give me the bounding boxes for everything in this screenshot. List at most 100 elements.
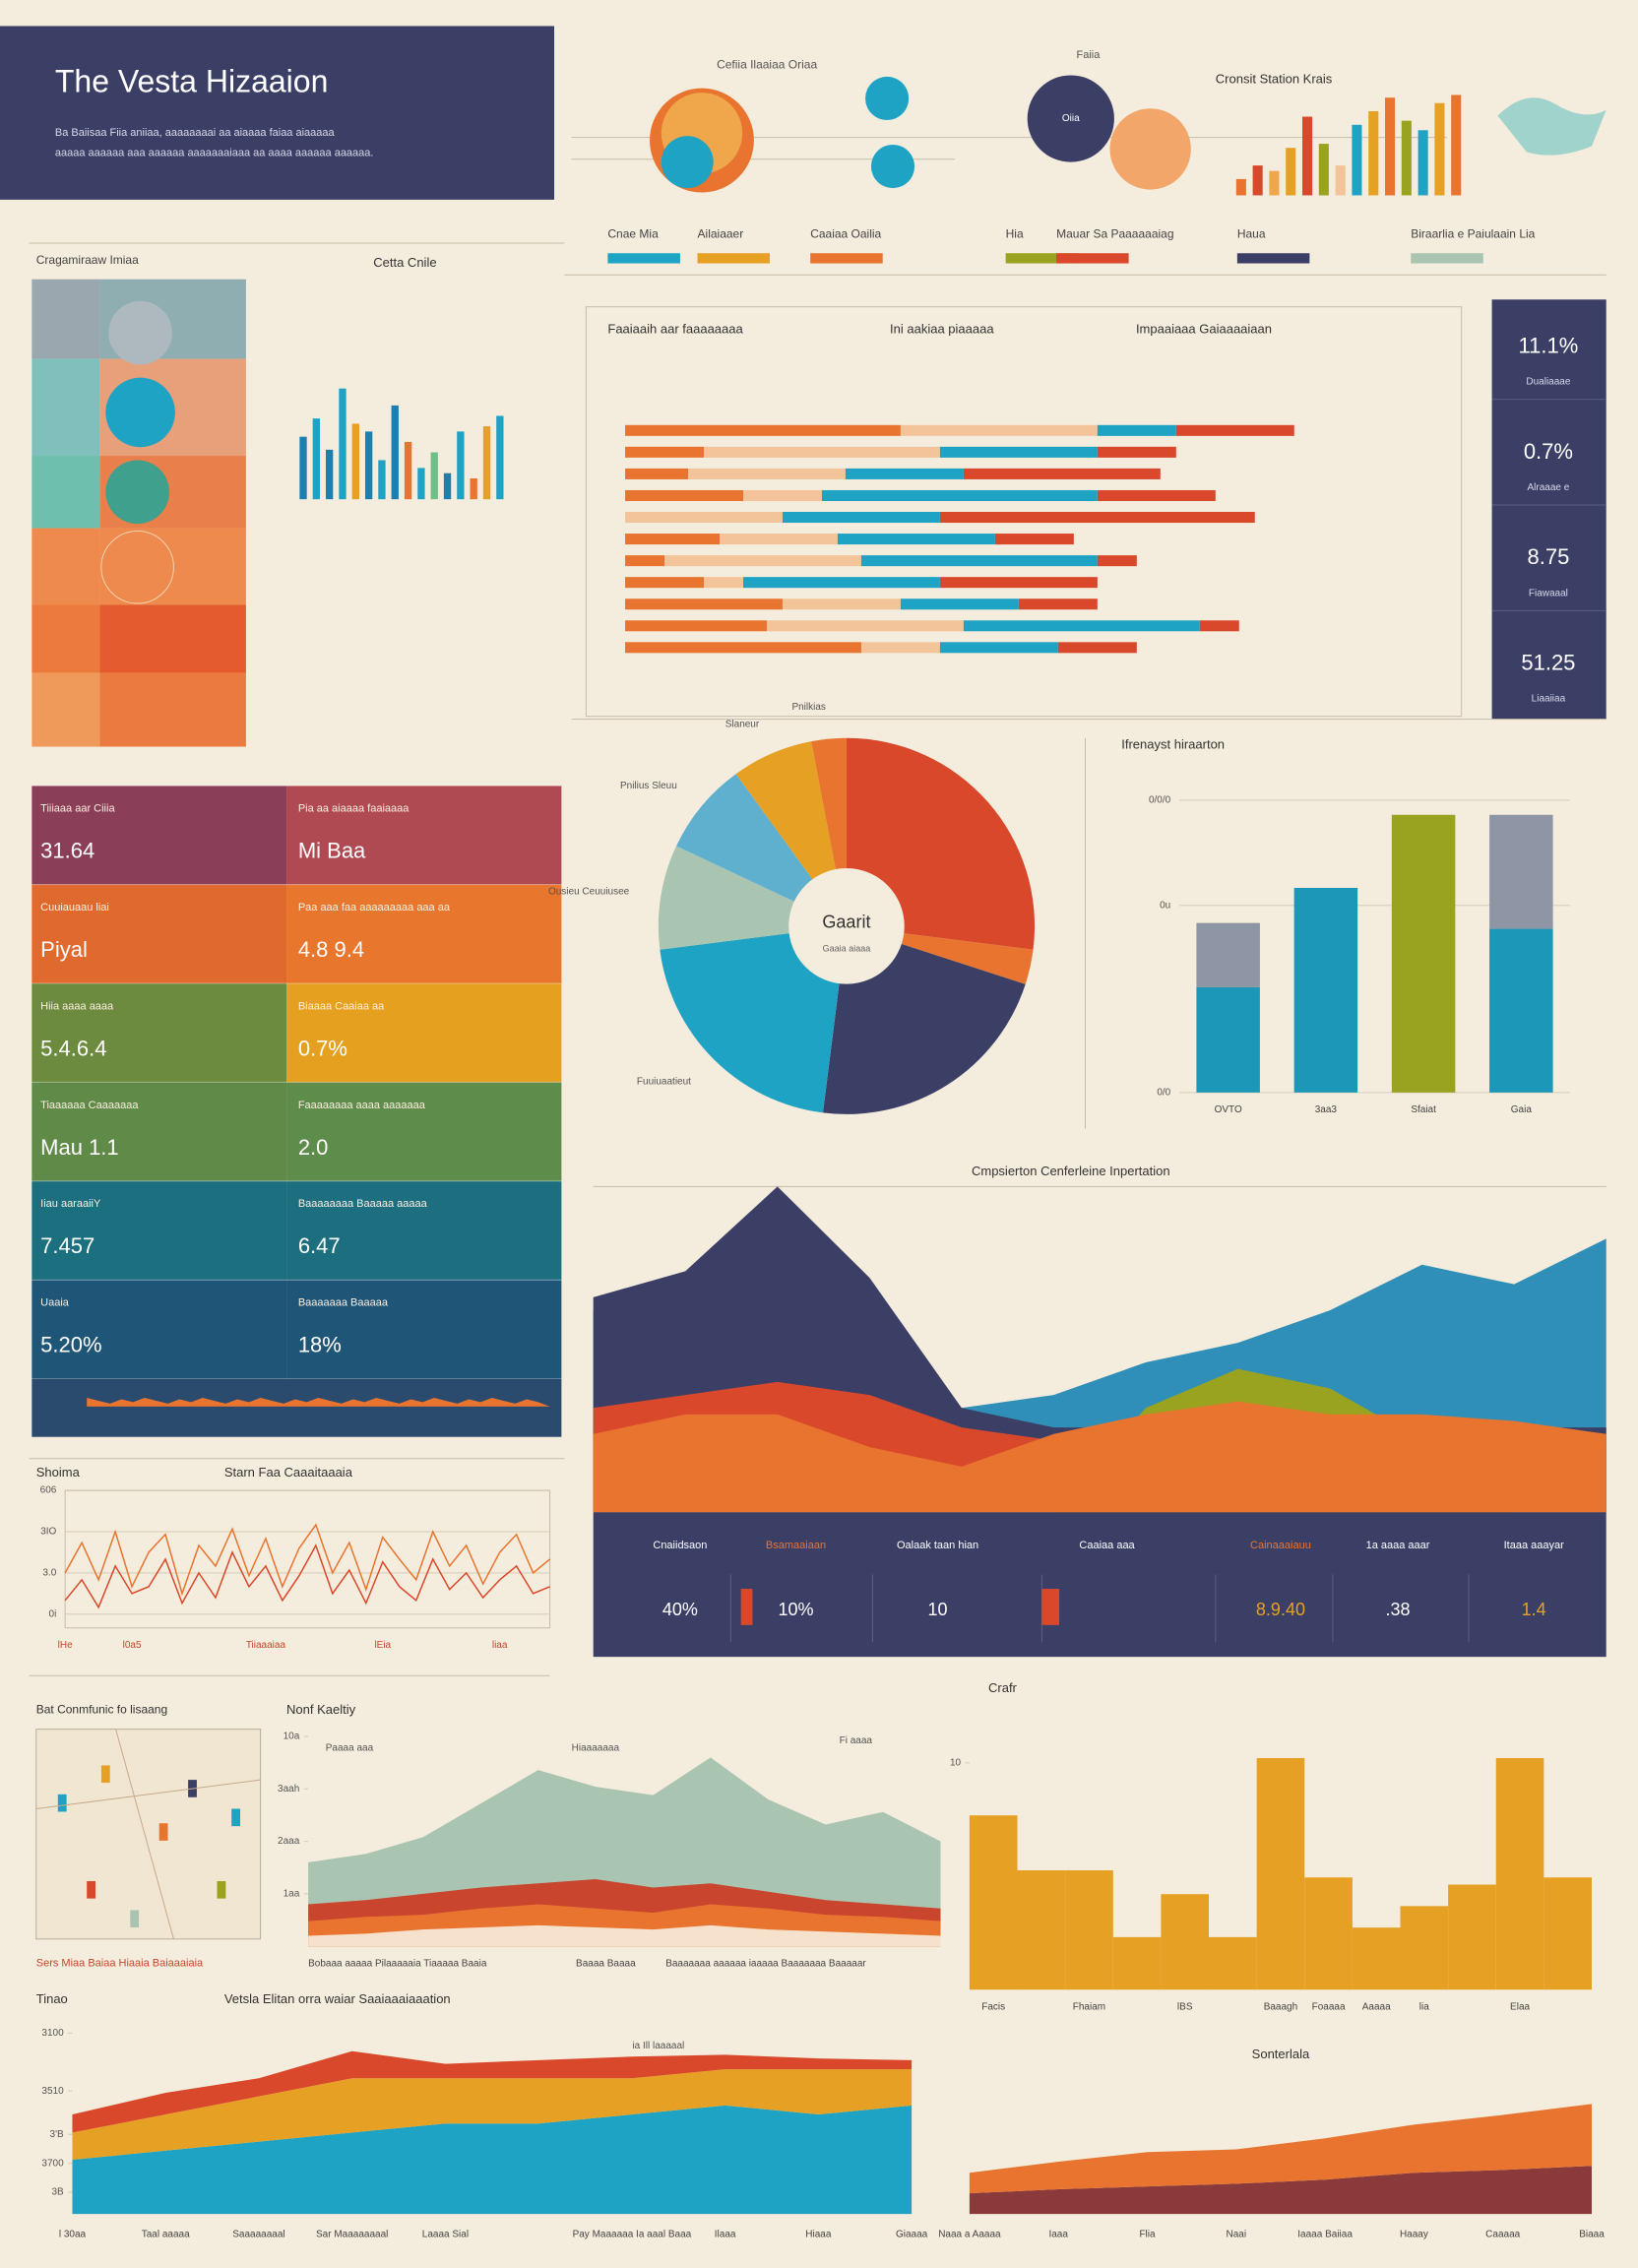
map-marker (130, 1910, 140, 1928)
y-tick-label: 3aah (278, 1784, 299, 1795)
bar (339, 388, 346, 500)
x-tick-label: Fhaiam (1073, 2002, 1105, 2013)
slice-label: Ousieu Ceuuiusee (548, 886, 630, 897)
annotation: Paaaa aaa (326, 1742, 374, 1753)
legend-label: Haua (1237, 226, 1266, 240)
map-frame (35, 1729, 262, 1940)
x-tick-label: Facis (981, 2002, 1005, 2013)
bar-segment (900, 598, 1019, 610)
bar-segment (1097, 555, 1137, 567)
frame (585, 306, 1463, 718)
decor-circle (870, 145, 915, 189)
y-tick-label: 2aaa (278, 1836, 300, 1847)
bar-segment (782, 598, 901, 610)
kpi-value: 11.1% (1519, 334, 1579, 358)
bar-segment (1391, 814, 1456, 1093)
bar-segment (837, 534, 995, 545)
legend-swatch (607, 253, 680, 264)
slice-label: Pnilkias (791, 702, 825, 713)
x-tick-label: Foaaaa (1312, 2002, 1346, 2013)
cell-value: Mi Baa (298, 839, 366, 863)
cell-value: Piyal (40, 937, 88, 962)
x-tick-label: Giaaaa (896, 2229, 928, 2239)
table-cell (286, 1180, 562, 1281)
cell-title: Baaaaaaa Baaaaa (298, 1297, 389, 1309)
cell-value: 4.8 9.4 (298, 937, 364, 962)
bar (482, 426, 491, 500)
bar-segment (963, 620, 1200, 632)
chart-title: Cmpsierton Cenferleine Inpertation (972, 1164, 1170, 1178)
bar-segment (625, 555, 665, 567)
x-tick-label: Ilaaa (715, 2229, 736, 2239)
x-tick-label: lEia (374, 1640, 391, 1651)
bar (430, 452, 438, 500)
y-tick-label: 0/0/0 (1149, 795, 1171, 806)
table-cell (286, 786, 562, 885)
stat-value: 8.9.40 (1256, 1600, 1305, 1619)
cell-value: 6.47 (298, 1233, 341, 1258)
bar (1304, 1877, 1353, 1990)
bar (404, 441, 412, 500)
label: Oiia (1062, 113, 1080, 124)
decor-block (1041, 1589, 1060, 1625)
y-tick-label: 606 (40, 1485, 57, 1496)
x-tick-label: Pay Maaaaaa Ia aaal Baaa (573, 2229, 692, 2239)
bar (1235, 178, 1246, 196)
bar-segment (1489, 928, 1553, 1093)
mosaic-cell (99, 672, 246, 747)
stat-label: Itaaa aaayar (1504, 1540, 1564, 1551)
stat-label: Bsamaaiaan (766, 1540, 826, 1551)
section-title: Cragamiraaw Imiaa (36, 253, 139, 267)
bar-segment (939, 446, 1098, 458)
bar-segment (766, 620, 964, 632)
cell-value: 18% (298, 1333, 342, 1357)
area (72, 2069, 913, 2160)
y-tick-label: 1aa (284, 1889, 300, 1900)
chart-title: Cetta Cnile (373, 255, 436, 270)
table-cell (286, 1280, 562, 1379)
bar (417, 468, 425, 500)
bar-segment (845, 468, 964, 479)
stat-label: Oalaak taan hian (897, 1540, 978, 1551)
cell-title: Uaaia (40, 1297, 70, 1309)
kpi-label: Fiawaaal (1529, 588, 1568, 598)
bar (1209, 1936, 1257, 1990)
bar (969, 1815, 1018, 1990)
y-tick-label: 3700 (41, 2158, 64, 2169)
bar-segment (1175, 424, 1294, 436)
table-cell (32, 983, 287, 1083)
x-tick-label: Hiaaa (805, 2229, 832, 2239)
x-tick-label: l 30aa (59, 2229, 87, 2239)
chart-subtitle: Tinao (36, 1991, 68, 2006)
annotation: Hiaaaaaaa (572, 1742, 620, 1753)
x-tick-label: Gaia (1511, 1104, 1533, 1115)
mosaic-cell (32, 604, 100, 673)
x-tick-label: Iaaa (1048, 2229, 1068, 2239)
bar (1400, 1906, 1449, 1990)
table-cell (286, 884, 562, 984)
bar (1302, 116, 1313, 196)
bar (1256, 1757, 1305, 1990)
bar (1368, 111, 1379, 196)
area (72, 2105, 913, 2215)
legend-swatch (810, 253, 883, 264)
bar-segment (939, 577, 1098, 589)
table-cell (32, 1180, 287, 1281)
x-tick-label: Caaaaa (1485, 2229, 1520, 2239)
x-tick-label: Haaay (1400, 2229, 1428, 2239)
decor-circle (1027, 75, 1114, 162)
annotation: ia Ill laaaaal (632, 2041, 684, 2051)
bar-segment (939, 512, 1255, 524)
area (72, 2050, 913, 2133)
cell-value: 31.64 (40, 839, 94, 863)
bar-segment (704, 446, 940, 458)
bar-segment (939, 642, 1058, 654)
chart-title: Ifrenayst hiraarton (1121, 736, 1225, 751)
bar-segment (1018, 598, 1098, 610)
x-tick-label: Aaaaa (1362, 2002, 1391, 2013)
cell-title: Iiau aaraaiiY (40, 1198, 101, 1210)
bar-segment (821, 489, 1098, 501)
decor-circle (105, 377, 175, 448)
bar (351, 423, 359, 500)
